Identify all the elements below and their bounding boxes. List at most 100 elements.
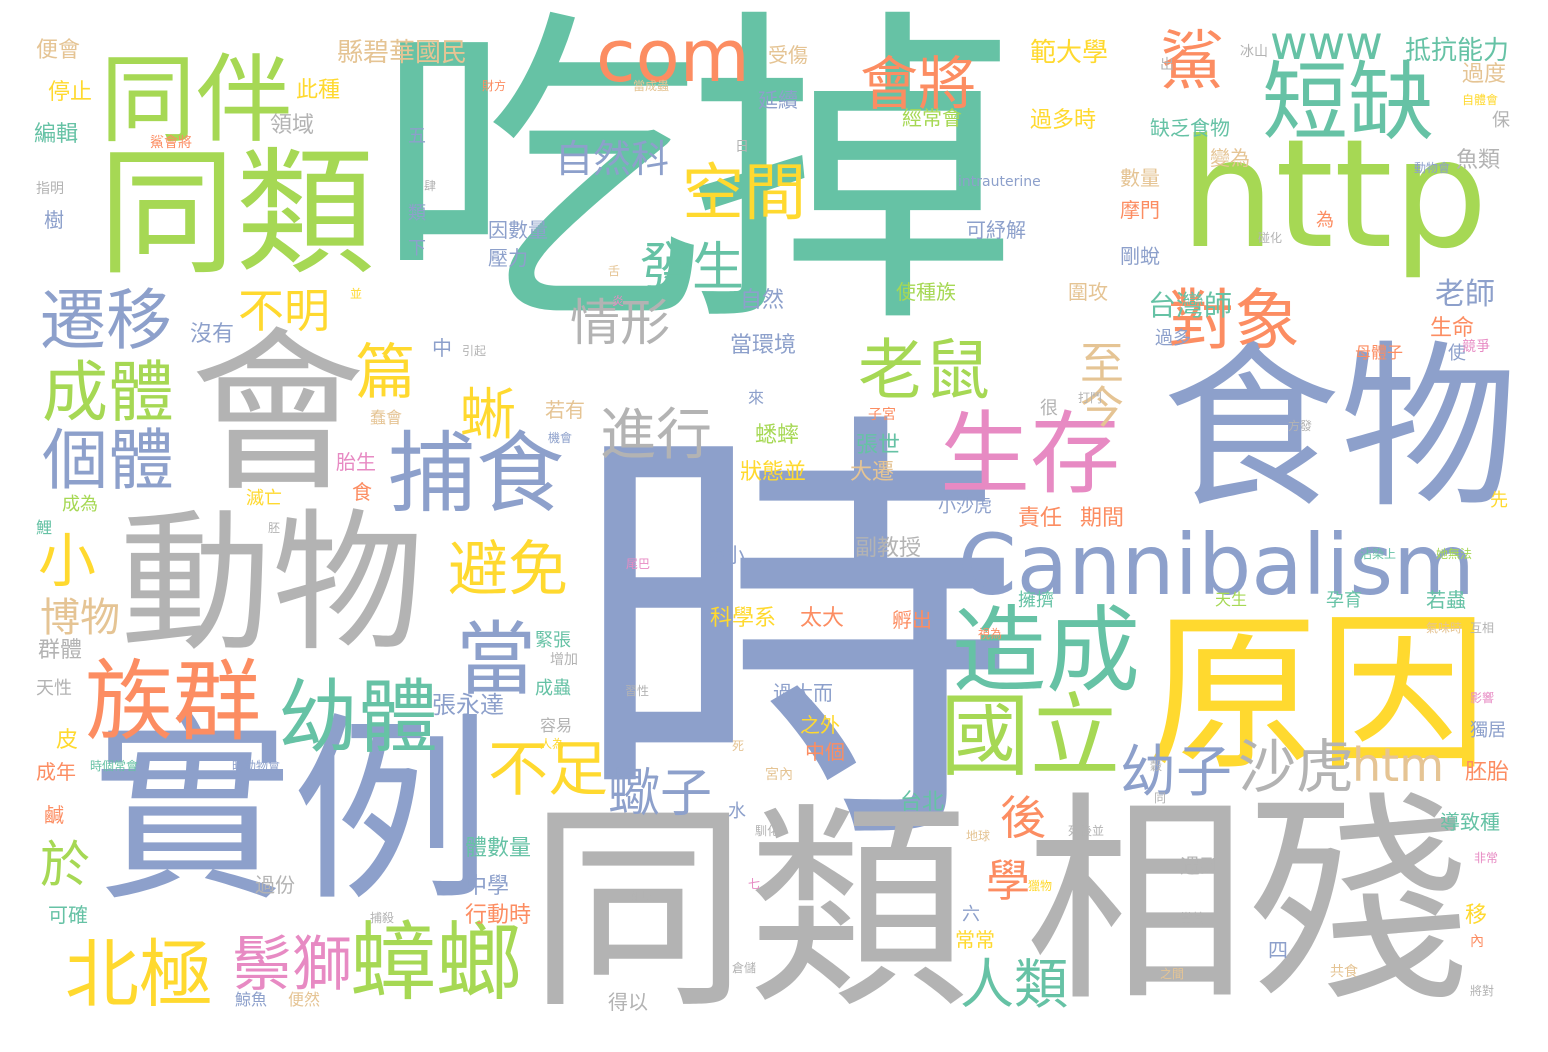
word-cangchu: 倉儲 bbox=[732, 961, 757, 975]
word-chengnian: 成年 bbox=[36, 760, 76, 784]
word-hen: 很 bbox=[1040, 398, 1058, 419]
word-ziranke: 自然科 bbox=[555, 137, 670, 181]
word-diqiu: 地球 bbox=[966, 829, 991, 843]
word-shili: 實例 bbox=[92, 696, 493, 929]
word-sihoubing: 死後並 bbox=[1068, 824, 1105, 838]
word-zengjia: 增加 bbox=[550, 652, 578, 668]
word-shizhongzu: 使種族 bbox=[896, 280, 956, 304]
word-dongwu: 動物 bbox=[120, 495, 424, 672]
word-yulei: 魚類 bbox=[1456, 148, 1501, 173]
word-ziran: 自然 bbox=[740, 288, 785, 313]
word-weiba: 尾巴 bbox=[626, 557, 651, 571]
word-zhijian: 之間 bbox=[1160, 967, 1185, 981]
word-gangtui: 剛蛻 bbox=[1120, 244, 1160, 268]
word-tawufa: 她無法 bbox=[1436, 547, 1473, 561]
word-bingshan: 冰山 bbox=[1240, 44, 1268, 60]
word-huxiang: 互相 bbox=[1470, 621, 1495, 635]
word-yinqi: 引起 bbox=[462, 344, 487, 358]
word-jingyu: 鯨魚 bbox=[235, 990, 268, 1009]
word-qiweishi: 氣味時 bbox=[1426, 621, 1463, 635]
word-danghuanjing: 當環境 bbox=[730, 333, 797, 358]
word-deyi: 得以 bbox=[608, 990, 648, 1014]
word-zhanranshang: 沾染上 bbox=[1360, 547, 1397, 561]
word-chu: 出 bbox=[1160, 57, 1174, 73]
word-pei: 胚 bbox=[268, 521, 281, 535]
word-laoshu: 老鼠 bbox=[858, 332, 990, 409]
word-peitai: 胚胎 bbox=[1465, 760, 1510, 785]
word-quefashiwu: 缺乏食物 bbox=[1150, 116, 1230, 140]
word-yongji: 擁擠 bbox=[1018, 590, 1054, 611]
word-renwei: 人為 bbox=[540, 737, 565, 751]
word-sha: 鯊 bbox=[1160, 25, 1224, 99]
word-lei: 類 bbox=[408, 203, 426, 224]
word-chengti: 成體 bbox=[42, 354, 174, 431]
word-hou: 後 bbox=[1000, 791, 1046, 845]
word-zuqun: 族群 bbox=[85, 650, 262, 753]
word-nei: 內 bbox=[1470, 934, 1484, 950]
word-dang: 當 bbox=[456, 613, 536, 706]
word-xiaoshahu: 小沙虎 bbox=[938, 496, 992, 517]
word-zhong: 中 bbox=[432, 336, 452, 360]
word-yudao: 遇到 bbox=[1180, 854, 1220, 878]
word-shengcun: 生存 bbox=[940, 402, 1120, 507]
word-xue: 學 bbox=[986, 856, 1030, 907]
word-duju: 獨居 bbox=[1470, 720, 1506, 741]
word-shui: 水 bbox=[728, 801, 746, 822]
word-feichang: 非常 bbox=[1474, 851, 1499, 865]
word-duanque: 短缺 bbox=[1262, 53, 1434, 153]
word-daozhizhong: 導致種 bbox=[1440, 810, 1500, 834]
word-youxiao: 幼小 bbox=[705, 543, 745, 567]
word-shi: 時 bbox=[570, 378, 1020, 902]
word-xi: 蜥 bbox=[460, 383, 516, 448]
word-bianhui: 便會 bbox=[36, 38, 81, 63]
word-tong: 同 bbox=[1154, 791, 1167, 805]
word-tongban: 同伴 bbox=[100, 44, 292, 156]
word-liewu: 獵物 bbox=[1028, 879, 1053, 893]
word-guodaer: 過大而 bbox=[773, 681, 833, 705]
word-si-death: 死 bbox=[732, 739, 745, 753]
word-jinxing: 進行 bbox=[600, 403, 712, 468]
word-xian-first: 先 bbox=[1490, 490, 1508, 511]
word-gongnei: 宮內 bbox=[765, 767, 793, 783]
word-bianwei: 變為 bbox=[1210, 146, 1250, 170]
word-bushi: 捕食 bbox=[388, 422, 565, 525]
word-dangqi: 當其 bbox=[1180, 911, 1205, 925]
word-shi-make: 使 bbox=[1448, 343, 1466, 364]
word-xunhua: 馴化 bbox=[755, 824, 780, 838]
word-fandaxue: 範大學 bbox=[1030, 38, 1109, 68]
word-zaocheng: 造成 bbox=[952, 597, 1141, 706]
word-yanxu: 延續 bbox=[758, 88, 798, 112]
word-shengming: 生命 bbox=[1430, 316, 1475, 341]
word-renlei: 人類 bbox=[960, 953, 1068, 1016]
word-tingzhi: 停止 bbox=[48, 80, 93, 105]
word-ruochong: 若蟲 bbox=[1426, 588, 1466, 612]
word-zhangshi: 張世 bbox=[856, 433, 901, 458]
word-wei: 為 bbox=[1316, 210, 1334, 231]
word-caifang: 財方 bbox=[482, 79, 507, 93]
word-zhanglang: 蟑螂 bbox=[350, 913, 522, 1013]
word-bimian: 避免 bbox=[448, 535, 568, 605]
word-com: com bbox=[596, 14, 750, 98]
word-xiangcan: 相殘 bbox=[1025, 774, 1469, 1032]
word-htm: htm bbox=[1352, 738, 1444, 792]
word-jingchanghui: 經常會 bbox=[902, 106, 962, 130]
word-dadou: 打鬥 bbox=[1078, 391, 1103, 405]
word-tianxing: 天性 bbox=[36, 678, 72, 699]
word-xishuai: 蟋蟀 bbox=[755, 423, 800, 448]
word-guoli: 國立 bbox=[940, 684, 1120, 789]
word-guodu: 過度 bbox=[1462, 62, 1507, 87]
word-meiyou: 沒有 bbox=[190, 322, 235, 347]
word-xixing: 習性 bbox=[625, 684, 650, 698]
word-tiansheng: 天生 bbox=[1215, 590, 1248, 609]
word-tonglei-gray: 同類 bbox=[528, 782, 969, 1038]
word-shidongwuhui: 時動物會 bbox=[232, 759, 281, 773]
word-fuchu: 孵出 bbox=[892, 608, 932, 632]
word-zitihui: 自體會 bbox=[1462, 93, 1499, 107]
word-xia: 下 bbox=[408, 238, 426, 259]
word-yinshuliang: 因數量 bbox=[488, 218, 548, 242]
word-chonghui: 蠢會 bbox=[370, 408, 403, 427]
word-lingyu: 領域 bbox=[270, 113, 315, 138]
word-yunyu: 孕育 bbox=[1326, 590, 1362, 611]
word-pian: 篇 bbox=[345, 340, 415, 400]
